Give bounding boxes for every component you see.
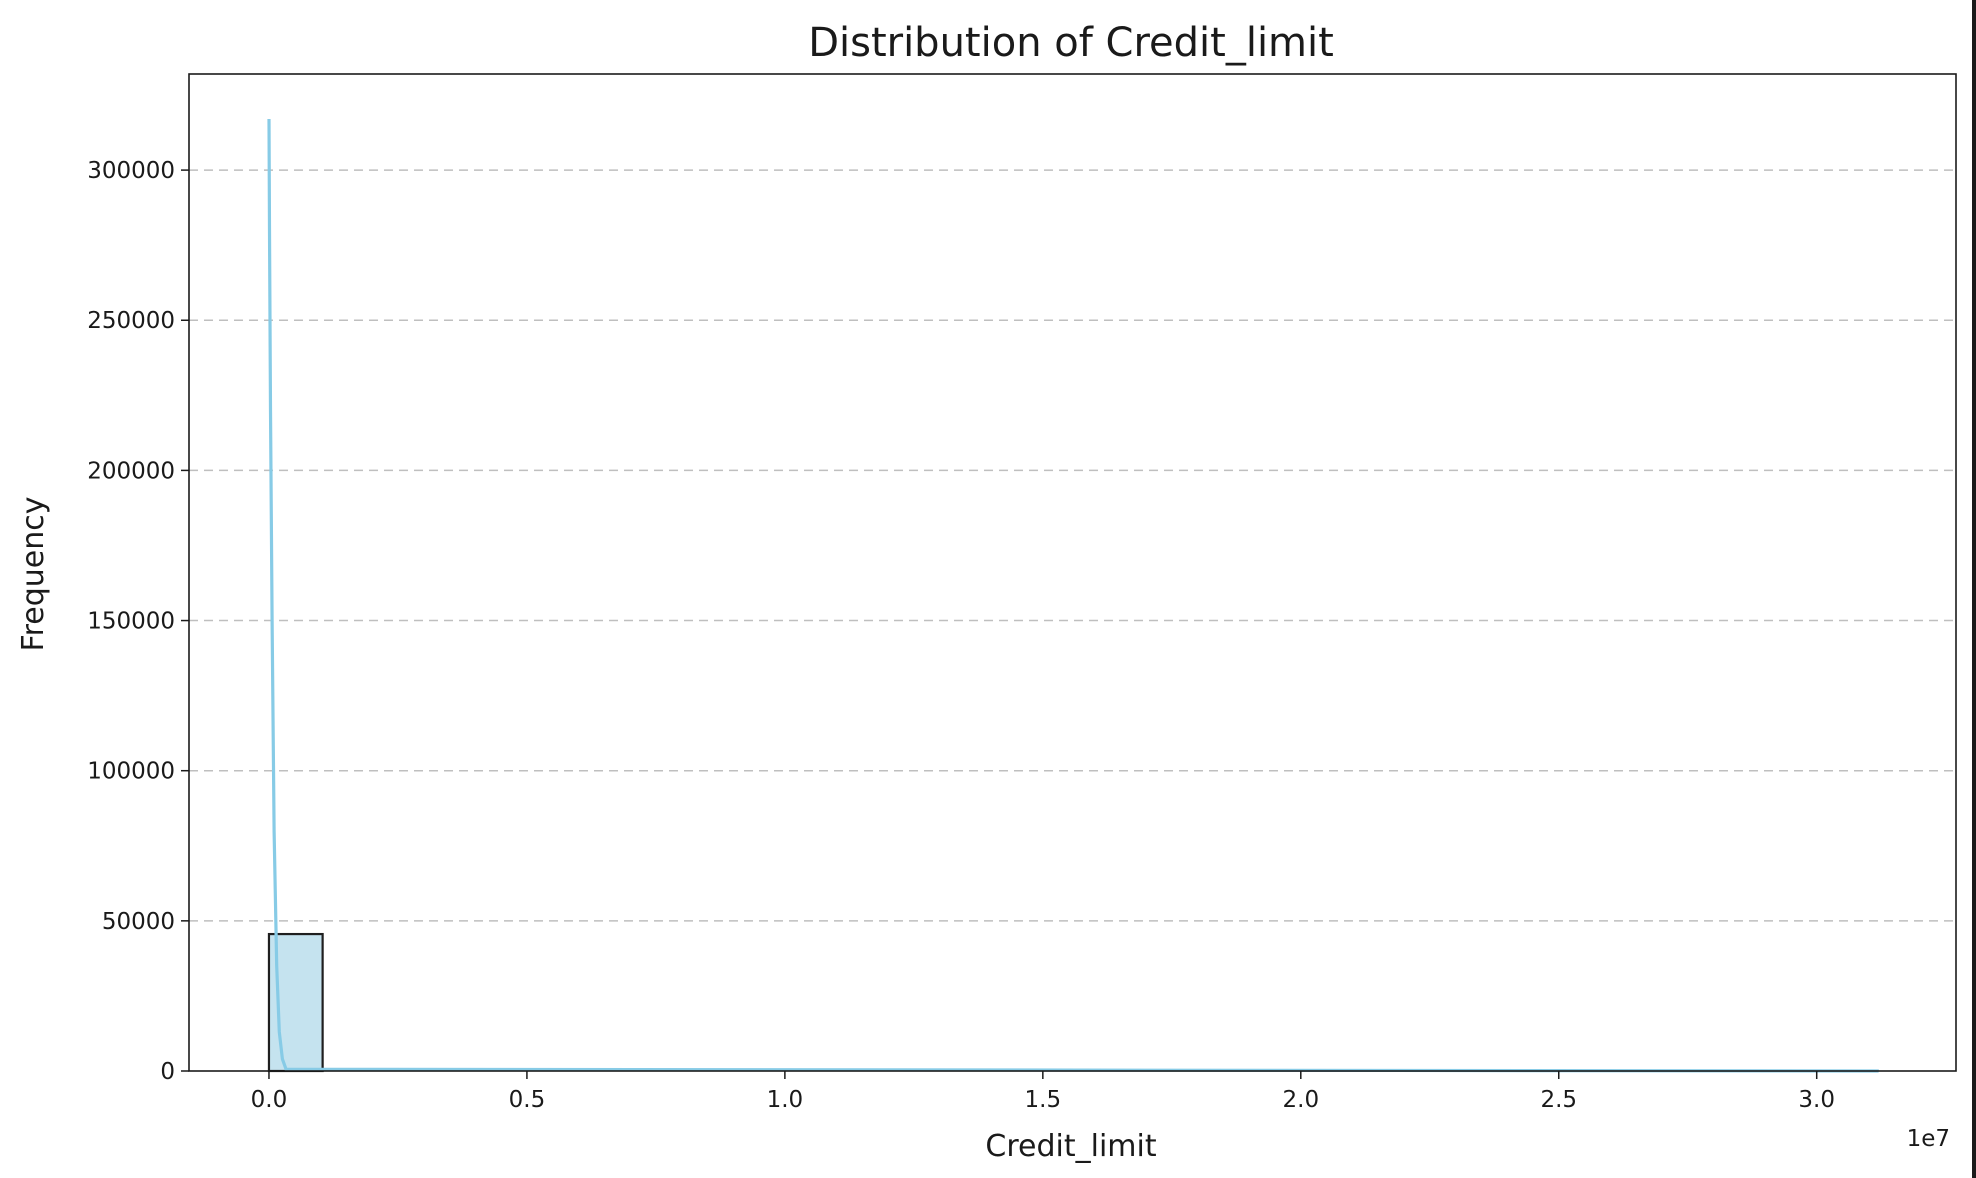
x-axis-offset-label: 1e7 <box>1907 1126 1950 1152</box>
y-axis-ticks: 0 50000 100000 150000 200000 250000 300000 <box>87 158 189 1085</box>
grid-lines <box>189 169 1956 922</box>
y-tick-label-3: 150000 <box>87 609 175 635</box>
y-tick-label-1: 50000 <box>102 909 175 935</box>
x-tick-label-5: 2.5 <box>1540 1087 1577 1113</box>
x-tick-label-4: 2.0 <box>1283 1087 1320 1113</box>
chart-title: Distribution of Credit_limit <box>808 20 1334 66</box>
x-axis-label: Credit_limit <box>985 1129 1156 1164</box>
y-axis-label: Frequency <box>16 497 51 652</box>
kde-curve <box>267 118 1879 1073</box>
x-tick-label-2: 1.0 <box>767 1087 804 1113</box>
y-tick-label-6: 300000 <box>87 158 175 184</box>
right-edge-strip <box>1972 0 1976 1178</box>
x-tick-label-0: 0.0 <box>251 1087 288 1113</box>
x-tick-label-1: 0.5 <box>509 1087 546 1113</box>
y-tick-label-4: 200000 <box>87 458 175 484</box>
x-tick-label-3: 1.5 <box>1025 1087 1062 1113</box>
x-tick-label-6: 3.0 <box>1798 1087 1835 1113</box>
y-tick-label-5: 250000 <box>87 308 175 334</box>
kde-curve-layer <box>267 118 1879 1073</box>
y-tick-label-2: 100000 <box>87 759 175 785</box>
histogram-bars <box>267 932 1879 1073</box>
x-axis-ticks: 0.0 0.5 1.0 1.5 2.0 2.5 3.0 <box>251 1071 1835 1113</box>
y-tick-label-0: 0 <box>160 1059 175 1085</box>
plot-frame <box>188 73 1957 1072</box>
